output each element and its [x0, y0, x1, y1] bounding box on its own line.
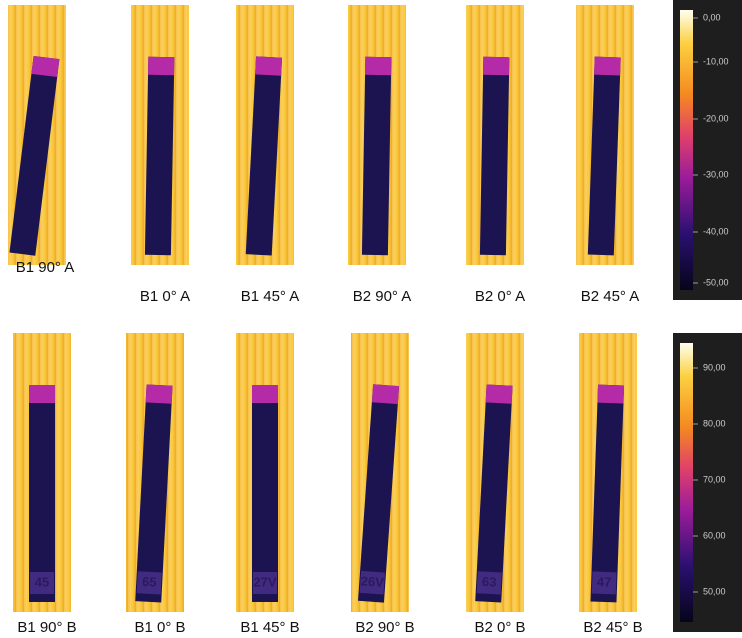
- marker-text: 26V: [360, 573, 384, 590]
- marker-text: 63: [482, 574, 497, 590]
- specimen-body: [145, 57, 174, 255]
- specimen-cap: [146, 384, 173, 403]
- panel-label: B1 0° A: [140, 288, 190, 305]
- thermal-image: 45: [13, 333, 71, 612]
- specimen-cap: [31, 56, 59, 77]
- colorbar: [680, 10, 693, 290]
- specimen-cap: [29, 385, 55, 403]
- colorbar-tick-label: -40,00: [703, 226, 729, 236]
- panel-label: B2 0° B: [474, 619, 525, 636]
- specimen: 27V: [252, 385, 278, 602]
- panel-label: B2 90° A: [353, 288, 412, 305]
- panel-label: B2 45° B: [583, 619, 642, 636]
- figure: B1 90° A B1 0° A B1 45° A B2 90° A B2 0° A B2…: [0, 0, 742, 638]
- thermal-image: [131, 5, 189, 265]
- specimen-cap: [594, 57, 621, 76]
- specimen: [362, 57, 391, 255]
- thermal-image: 26V: [351, 333, 409, 612]
- marker-text: 45: [35, 574, 49, 589]
- specimen-cap: [252, 385, 278, 403]
- specimen-cap: [483, 57, 509, 75]
- panel-label: B2 90° B: [355, 619, 414, 636]
- specimen-cap: [365, 57, 391, 75]
- marker-text: 47: [597, 574, 612, 589]
- colorbar-tick-label: 70,00: [703, 474, 726, 484]
- panel-label: B1 0° B: [134, 619, 185, 636]
- colorbar-tick-label: -10,00: [703, 56, 729, 66]
- marker-text: 27V: [253, 574, 276, 589]
- panel-label: B1 45° A: [241, 288, 300, 305]
- specimen-body: [480, 57, 509, 255]
- colorbar-tick-label: 0,00: [703, 12, 721, 22]
- specimen: [480, 57, 509, 255]
- colorbar-tick-label: -50,00: [703, 277, 729, 287]
- thermal-image: 47: [579, 333, 637, 612]
- panel-label: B2 0° A: [475, 288, 525, 305]
- panel-label: B2 45° A: [581, 288, 640, 305]
- specimen-body: [362, 57, 391, 255]
- thermal-image: 65: [126, 333, 184, 612]
- colorbar-tick-label: 50,00: [703, 586, 726, 596]
- colorbar-tick-label: -20,00: [703, 113, 729, 123]
- colorbar: [680, 343, 693, 622]
- marker-text: 65: [142, 574, 157, 590]
- specimen: [145, 57, 174, 255]
- specimen-cap: [255, 56, 282, 75]
- specimen-cap: [486, 384, 513, 403]
- colorbar-tick-label: 90,00: [703, 362, 726, 372]
- specimen-cap: [597, 385, 624, 404]
- thermal-image: 27V: [236, 333, 294, 612]
- thermal-image: 63: [466, 333, 524, 612]
- thermal-image: [576, 5, 634, 265]
- colorbar-tick-label: 60,00: [703, 530, 726, 540]
- colorbar-tick-label: 80,00: [703, 418, 726, 428]
- specimen-body: [29, 385, 55, 602]
- colorbar-tick-label: -30,00: [703, 169, 729, 179]
- panel-label: B1 45° B: [240, 619, 299, 636]
- specimen: 45: [29, 385, 55, 602]
- thermal-image: [466, 5, 524, 265]
- specimen-body: [252, 385, 278, 602]
- panel-label: B1 90° B: [17, 619, 76, 636]
- specimen-cap: [372, 384, 399, 404]
- panel-label: B1 90° A: [16, 259, 75, 276]
- thermal-image: [348, 5, 406, 265]
- content: B1 90° A B1 0° A B1 45° A B2 90° A B2 0° A B2…: [8, 0, 742, 636]
- specimen-cap: [148, 57, 174, 75]
- thermal-image: [236, 5, 294, 265]
- thermal-image: [8, 5, 66, 265]
